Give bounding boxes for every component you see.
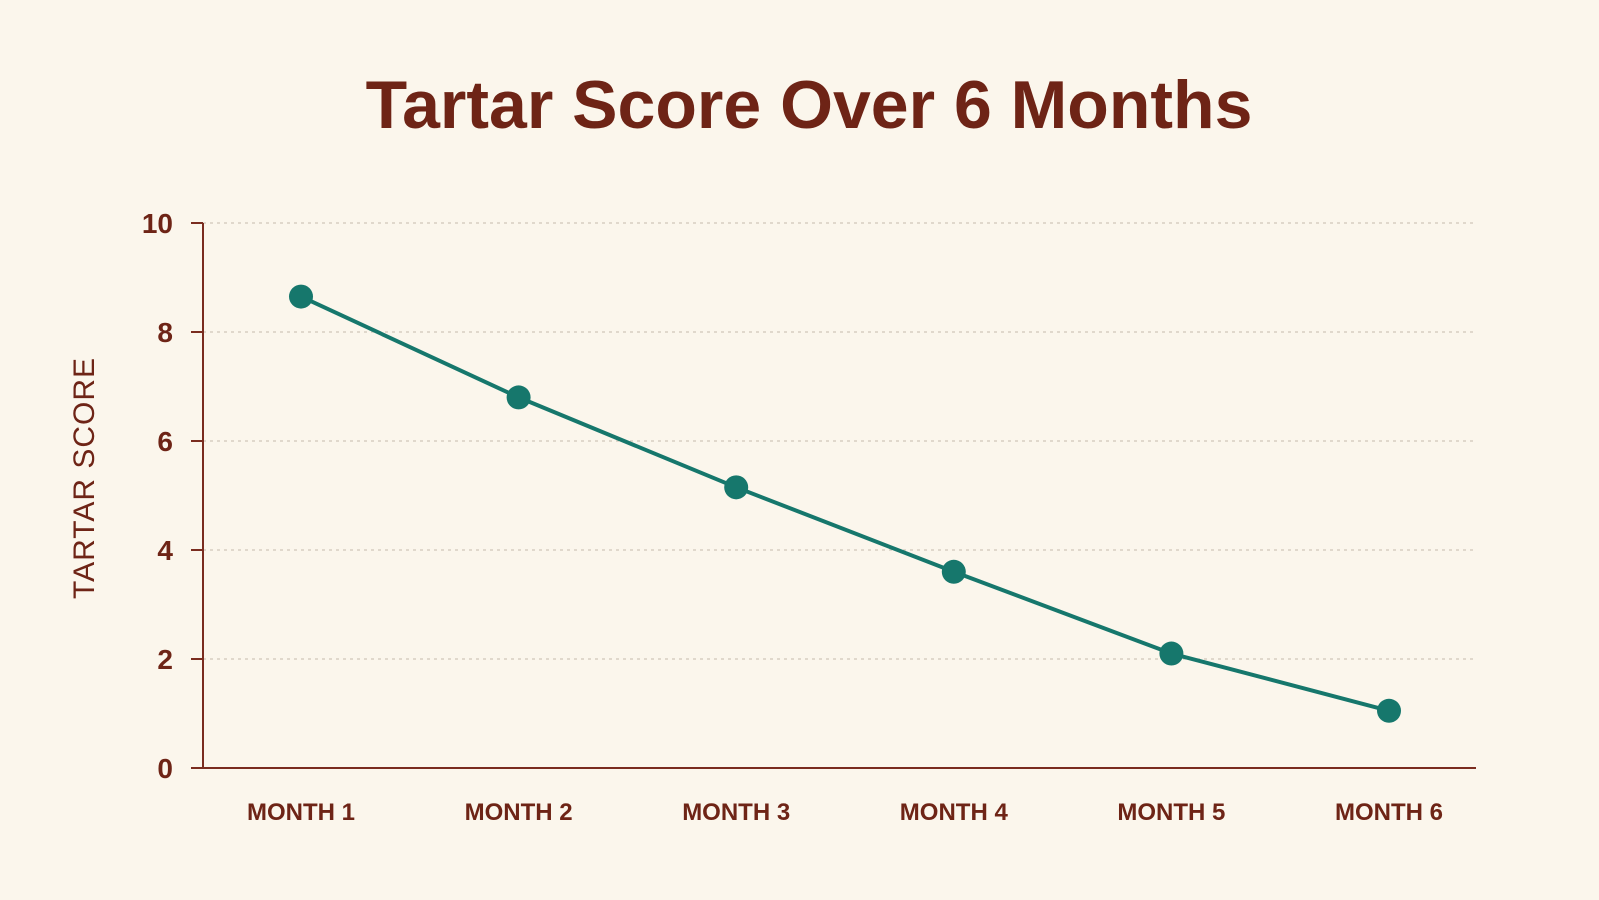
axes <box>202 223 1476 769</box>
gridlines <box>203 222 1476 660</box>
data-point <box>1377 698 1401 723</box>
y-tick-label: 6 <box>157 426 173 457</box>
data-point <box>289 284 313 309</box>
x-tick-label: MONTH 3 <box>682 799 790 826</box>
y-ticks: 0 2 4 6 8 10 <box>142 208 203 784</box>
data-point <box>1159 641 1184 666</box>
chart-title: Tartar Score Over 6 Months <box>366 67 1253 143</box>
y-tick-label: 4 <box>157 535 173 566</box>
x-ticks: MONTH 1 MONTH 2 MONTH 3 MONTH 4 MONTH 5 MONTH… <box>247 799 1443 826</box>
x-tick-label: MONTH 5 <box>1117 799 1225 826</box>
data-point <box>724 475 749 500</box>
x-tick-label: MONTH 1 <box>247 799 355 826</box>
x-tick-label: MONTH 4 <box>900 799 1009 826</box>
y-axis-label: TARTAR SCORE <box>68 357 101 599</box>
x-tick-label: MONTH 2 <box>465 799 573 826</box>
y-tick-label: 2 <box>157 644 173 675</box>
series-line-group <box>289 284 1401 723</box>
y-tick-label: 0 <box>157 753 173 784</box>
y-tick-label: 10 <box>142 208 173 239</box>
data-point <box>506 385 531 410</box>
y-tick-label: 8 <box>157 317 173 348</box>
data-point <box>941 559 966 584</box>
series-line <box>299 294 1391 713</box>
x-tick-label: MONTH 6 <box>1335 799 1443 826</box>
